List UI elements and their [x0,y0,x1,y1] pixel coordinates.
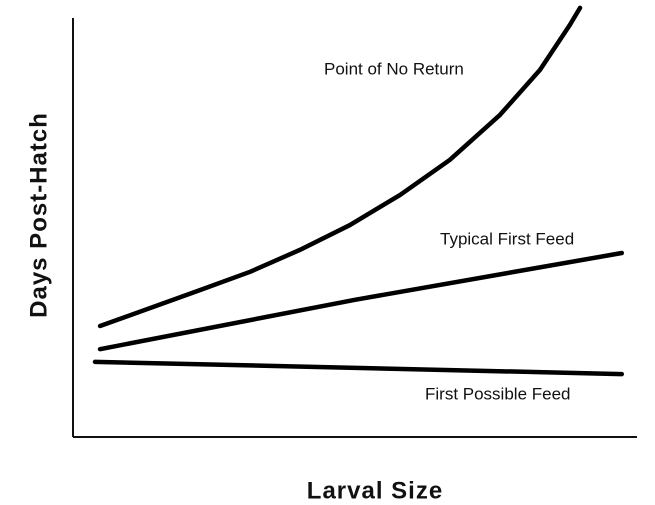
curve-label: Typical First Feed [440,229,574,248]
curve [97,250,625,352]
curve-label: First Possible Feed [425,384,571,403]
curve-label: Point of No Return [324,59,464,78]
y-axis-title: Days Post-Hatch [25,112,52,318]
curve [97,5,583,329]
curve [92,359,625,377]
x-axis-title: Larval Size [307,477,443,504]
